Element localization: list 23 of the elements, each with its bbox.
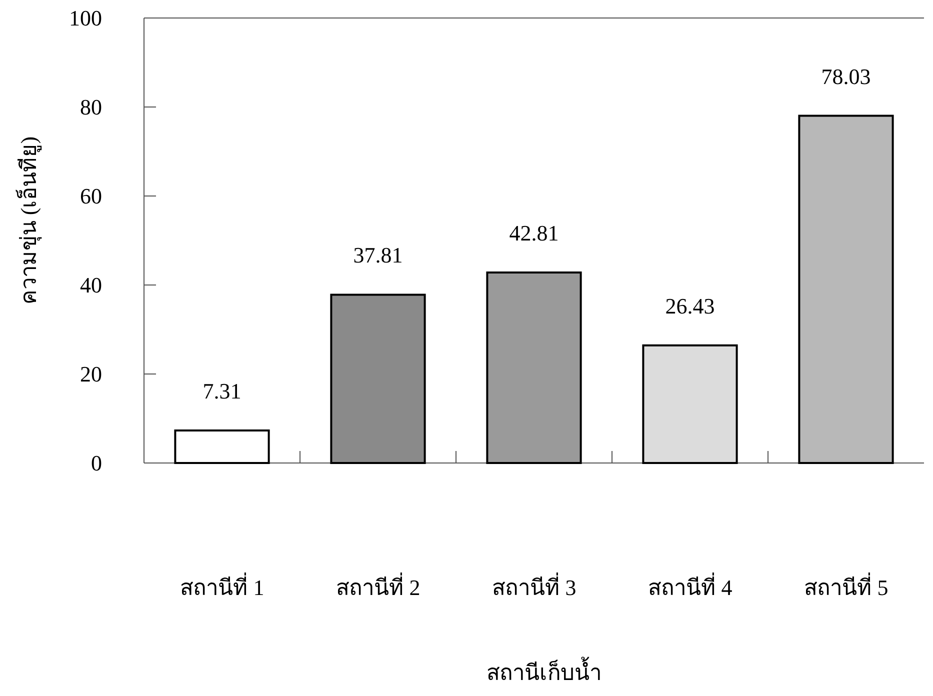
y-axis-title: ความขุ่น (เอ็นทียู)	[14, 136, 42, 305]
bar	[330, 294, 426, 464]
bar	[642, 344, 738, 464]
data-label: 42.81	[509, 220, 559, 246]
data-label: 37.81	[353, 242, 403, 268]
y-tick-label: 100	[69, 6, 102, 31]
y-tick-label: 40	[80, 272, 102, 298]
data-label: 78.03	[821, 64, 871, 89]
bar	[486, 271, 582, 464]
data-label: 7.31	[202, 378, 242, 404]
data-label: 26.43	[665, 293, 715, 318]
y-tick-label: 20	[80, 362, 102, 387]
x-tick-label: สถานีที่ 1	[180, 572, 264, 600]
x-tick-label: สถานีที่ 2	[336, 572, 420, 600]
bar	[798, 114, 894, 464]
x-axis-title: สถานีเก็บน้ำ	[486, 657, 602, 685]
y-tick-label: 80	[80, 94, 102, 120]
bar	[174, 429, 270, 464]
x-tick-label: สถานีที่ 4	[648, 572, 732, 600]
y-tick-label: 0	[91, 450, 102, 476]
x-tick-label: สถานีที่ 3	[492, 572, 576, 600]
y-tick-label: 60	[80, 184, 102, 209]
x-tick-label: สถานีที่ 5	[804, 572, 888, 600]
